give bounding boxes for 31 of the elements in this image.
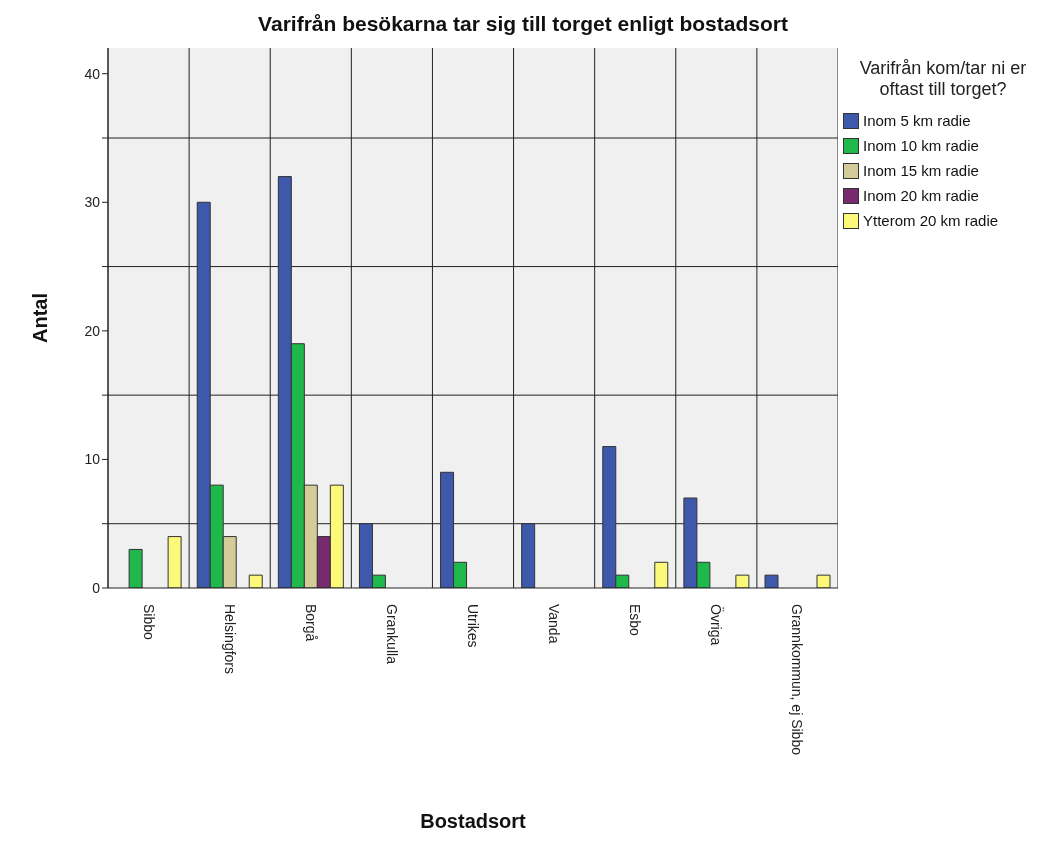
y-tick-label: 20 bbox=[84, 322, 101, 339]
bar bbox=[654, 561, 669, 588]
y-tick-label: 0 bbox=[92, 579, 101, 596]
x-tick-label: Utrikes bbox=[465, 604, 481, 648]
x-tick-label: Grankulla bbox=[383, 604, 400, 665]
bar bbox=[521, 523, 536, 588]
bar bbox=[248, 574, 263, 588]
y-tick-label: 30 bbox=[84, 194, 101, 211]
chart-title: Varifrån besökarna tar sig till torget enligt bostadsort bbox=[257, 12, 789, 36]
bar bbox=[128, 548, 143, 588]
bar bbox=[735, 574, 750, 588]
legend-label: Inom 5 km radie bbox=[863, 112, 971, 129]
y-tick-label: 40 bbox=[84, 65, 101, 82]
bar bbox=[167, 536, 182, 588]
legend-label: Inom 10 km radie bbox=[863, 137, 979, 154]
x-tick-label: Helsingfors bbox=[221, 604, 238, 675]
x-tick-label: Sibbo bbox=[140, 604, 157, 641]
x-tick-label: Övriga bbox=[708, 604, 726, 646]
legend-label: Inom 20 km radie bbox=[863, 187, 979, 204]
x-tick-label: Borgå bbox=[302, 604, 319, 642]
legend-label: Ytterom 20 km radie bbox=[863, 212, 999, 229]
y-tick-label: 10 bbox=[84, 451, 101, 468]
x-axis-title: Bostadsort bbox=[420, 810, 527, 832]
legend-label: Inom 15 km radie bbox=[863, 162, 979, 179]
x-tick-label: Grannkommun, ej Sibbo bbox=[789, 604, 806, 756]
bar bbox=[816, 574, 831, 588]
y-axis-title: Antal bbox=[29, 293, 52, 343]
bar bbox=[764, 574, 779, 588]
legend-title: Varifrån kom/tar ni er oftast till torget? bbox=[858, 58, 1028, 100]
x-tick-label: Vanda bbox=[546, 604, 563, 644]
x-tick-label: Esbo bbox=[627, 604, 644, 637]
